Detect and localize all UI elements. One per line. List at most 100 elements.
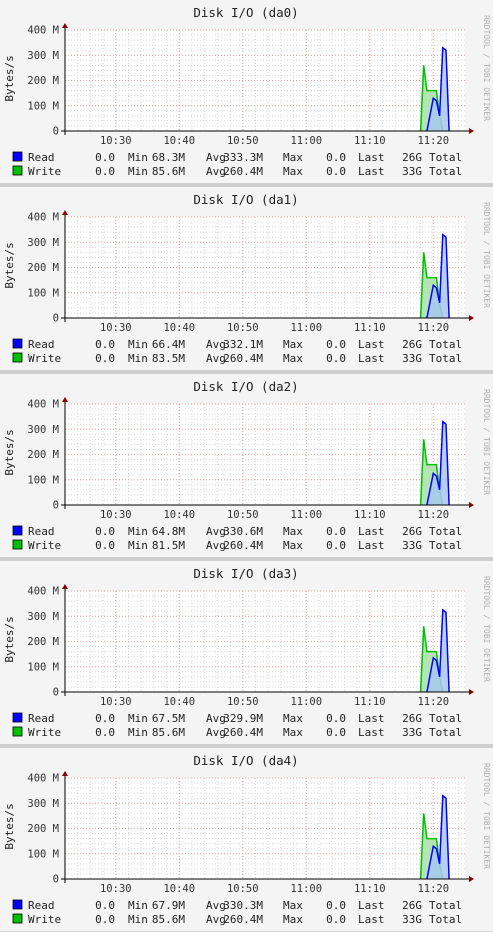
y-axis-arrow: [62, 210, 68, 215]
chart-panel: 10:30 10:40 10:50 11:00 11:10 11:20 0 100 M 200 …: [0, 374, 493, 557]
legend-stat: 0.0: [95, 899, 115, 912]
y-tick-label: 200 M: [27, 823, 59, 835]
legend-swatch-read: [12, 525, 23, 536]
legend-stat: 67.5M: [152, 712, 185, 725]
legend-stat: 0.0: [326, 338, 346, 351]
x-tick-label: 10:30: [100, 135, 132, 147]
legend-stat: Last: [358, 726, 385, 739]
legend-stat: 85.6M: [152, 165, 185, 178]
legend-stat: Avg: [206, 525, 226, 538]
y-tick-label: 400 M: [27, 773, 59, 785]
y-tick-label: 100 M: [27, 474, 59, 486]
legend-stat: Avg: [206, 913, 226, 926]
y-tick-label: 200 M: [27, 262, 59, 274]
legend-stat: Last: [358, 525, 385, 538]
legend-stat: Total: [429, 726, 462, 739]
legend-stat: 85.6M: [152, 913, 185, 926]
legend-stat: 0.0: [326, 712, 346, 725]
legend-stat: Total: [429, 352, 462, 365]
chart-title: Disk I/O (da1): [193, 192, 298, 207]
legend-stat: Max: [283, 151, 303, 164]
legend-stat: Total: [429, 712, 462, 725]
legend-stat: 0.0: [95, 913, 115, 926]
legend-stat: Last: [358, 899, 385, 912]
legend-stat: Write: [28, 539, 61, 552]
legend-stat: Max: [283, 899, 303, 912]
legend-stat: 68.3M: [152, 151, 185, 164]
disk-io-chart: 10:30 10:40 10:50 11:00 11:10 11:20 0 100 M 200 …: [3, 566, 491, 739]
legend-stat: 26G: [402, 712, 422, 725]
series-line-read: [426, 420, 450, 506]
x-tick-label: 11:10: [354, 509, 386, 521]
legend-stat: Min: [128, 525, 148, 538]
x-axis-arrow: [469, 315, 474, 321]
y-tick-label: 0: [53, 126, 59, 138]
legend-stat: 26G: [402, 525, 422, 538]
legend-stat: 33G: [402, 165, 422, 178]
legend-stat: 66.4M: [152, 338, 185, 351]
disk-io-chart: 10:30 10:40 10:50 11:00 11:10 11:20 0 100 M 200 …: [3, 379, 491, 552]
legend-stat: Write: [28, 165, 61, 178]
x-tick-label: 10:50: [227, 696, 259, 708]
x-tick-label: 10:50: [227, 135, 259, 147]
legend-stat: 260.4M: [223, 352, 263, 365]
y-tick-label: 300 M: [27, 424, 59, 436]
y-axis-arrow: [62, 584, 68, 589]
y-tick-label: 200 M: [27, 636, 59, 648]
series-line-read: [426, 46, 450, 132]
legend-swatch-read: [12, 151, 23, 162]
y-axis-label: Bytes/s: [3, 55, 16, 101]
legend-stat: 0.0: [326, 913, 346, 926]
legend-stat: Avg: [206, 165, 226, 178]
legend-stat: Write: [28, 726, 61, 739]
legend-stat: Max: [283, 165, 303, 178]
legend-stat: Min: [128, 151, 148, 164]
rrdtool-watermark: RRDTOOL / TOBI OETIKER: [482, 763, 491, 869]
legend-stat: Avg: [206, 712, 226, 725]
legend-stat: Max: [283, 913, 303, 926]
legend-stat: Last: [358, 913, 385, 926]
legend-stat: 0.0: [326, 165, 346, 178]
series-area-read: [426, 609, 450, 692]
legend-stat: Total: [429, 338, 462, 351]
legend-stat: Write: [28, 913, 61, 926]
x-tick-label: 10:30: [100, 883, 132, 895]
y-tick-label: 300 M: [27, 611, 59, 623]
x-tick-label: 11:10: [354, 135, 386, 147]
legend-stat: 83.5M: [152, 352, 185, 365]
y-tick-label: 100 M: [27, 661, 59, 673]
rrdtool-watermark: RRDTOOL / TOBI OETIKER: [482, 576, 491, 682]
y-tick-label: 100 M: [27, 100, 59, 112]
legend-stat: Min: [128, 712, 148, 725]
y-axis-arrow: [62, 397, 68, 402]
legend-swatch-write: [12, 539, 23, 550]
legend-swatch-read: [12, 899, 23, 910]
legend-stat: Max: [283, 712, 303, 725]
legend-stat: Min: [128, 899, 148, 912]
disk-io-chart: 10:30 10:40 10:50 11:00 11:10 11:20 0 100 M 200 …: [3, 753, 491, 926]
legend-stat: Total: [429, 539, 462, 552]
x-tick-label: 11:20: [417, 135, 449, 147]
y-tick-label: 0: [53, 687, 59, 699]
chart-title: Disk I/O (da4): [193, 753, 298, 768]
legend-stat: Min: [128, 338, 148, 351]
x-tick-label: 11:20: [417, 883, 449, 895]
x-tick-label: 10:50: [227, 883, 259, 895]
panel-divider: [0, 370, 493, 374]
y-tick-label: 0: [53, 313, 59, 325]
series-area-read: [426, 47, 450, 132]
y-tick-label: 400 M: [27, 586, 59, 598]
legend-swatch-write: [12, 165, 23, 176]
x-tick-label: 10:40: [163, 135, 195, 147]
y-tick-label: 300 M: [27, 50, 59, 62]
legend-stat: 0.0: [326, 726, 346, 739]
legend-stat: 85.6M: [152, 726, 185, 739]
legend-stat: 0.0: [326, 899, 346, 912]
x-tick-label: 10:30: [100, 509, 132, 521]
x-axis-arrow: [469, 502, 474, 508]
x-tick-label: 10:40: [163, 883, 195, 895]
legend-stat: 26G: [402, 899, 422, 912]
legend-stat: 330.3M: [223, 899, 263, 912]
legend-stat: Read: [28, 151, 55, 164]
legend-stat: Read: [28, 525, 55, 538]
